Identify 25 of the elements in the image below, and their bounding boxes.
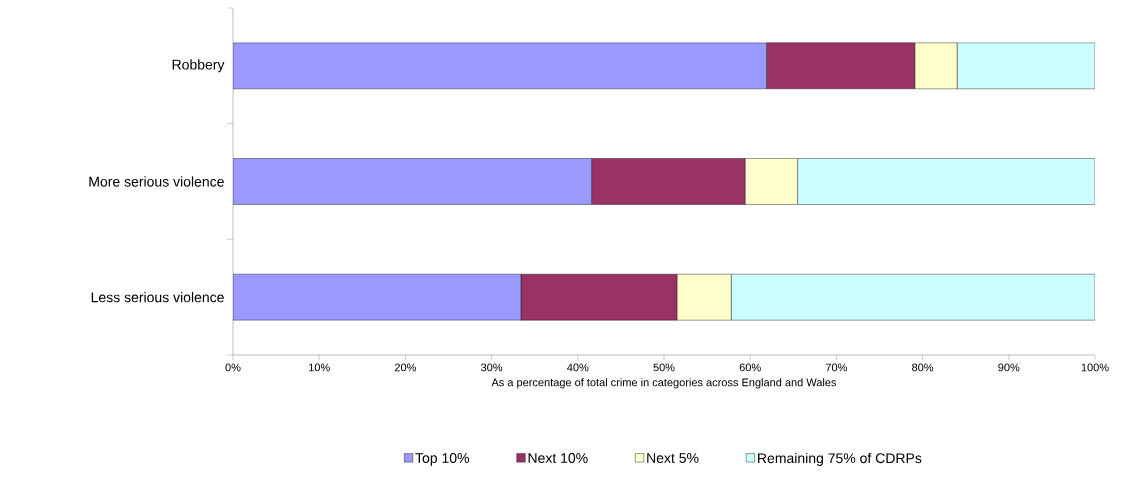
bar [233,273,522,321]
x-tick-label: 0% [225,363,241,372]
x-tick-label: 50% [653,363,675,372]
x-tick-label: 10% [309,363,330,372]
y-tick-label: Robbery [172,59,225,73]
x-tick-label: 70% [825,363,847,372]
bar [233,158,592,205]
legend-label: Remaining 75% of CDRPs [758,452,922,466]
bar [233,42,767,90]
y-tick-label: More serious violence [89,176,224,187]
bar [797,158,1095,205]
x-tick-label: 80% [912,363,934,372]
x-tick-label: 20% [394,363,417,372]
x-axis-title: As a percentage of total crime in categories across England and Wales [491,378,837,389]
x-tick-label: 90% [998,363,1020,372]
legend-label: Next 5% [647,453,699,463]
legend-label: Top 10% [415,453,470,466]
bar [956,42,1095,90]
legend-label: Next 10% [528,453,588,463]
x-tick-label: 30% [481,363,503,372]
x-tick-label: 60% [739,363,761,372]
y-tick-label: Less serious violence [91,292,224,303]
x-tick-label: 100% [1081,363,1109,372]
bar [731,273,1095,321]
x-tick-label: 40% [567,363,589,372]
